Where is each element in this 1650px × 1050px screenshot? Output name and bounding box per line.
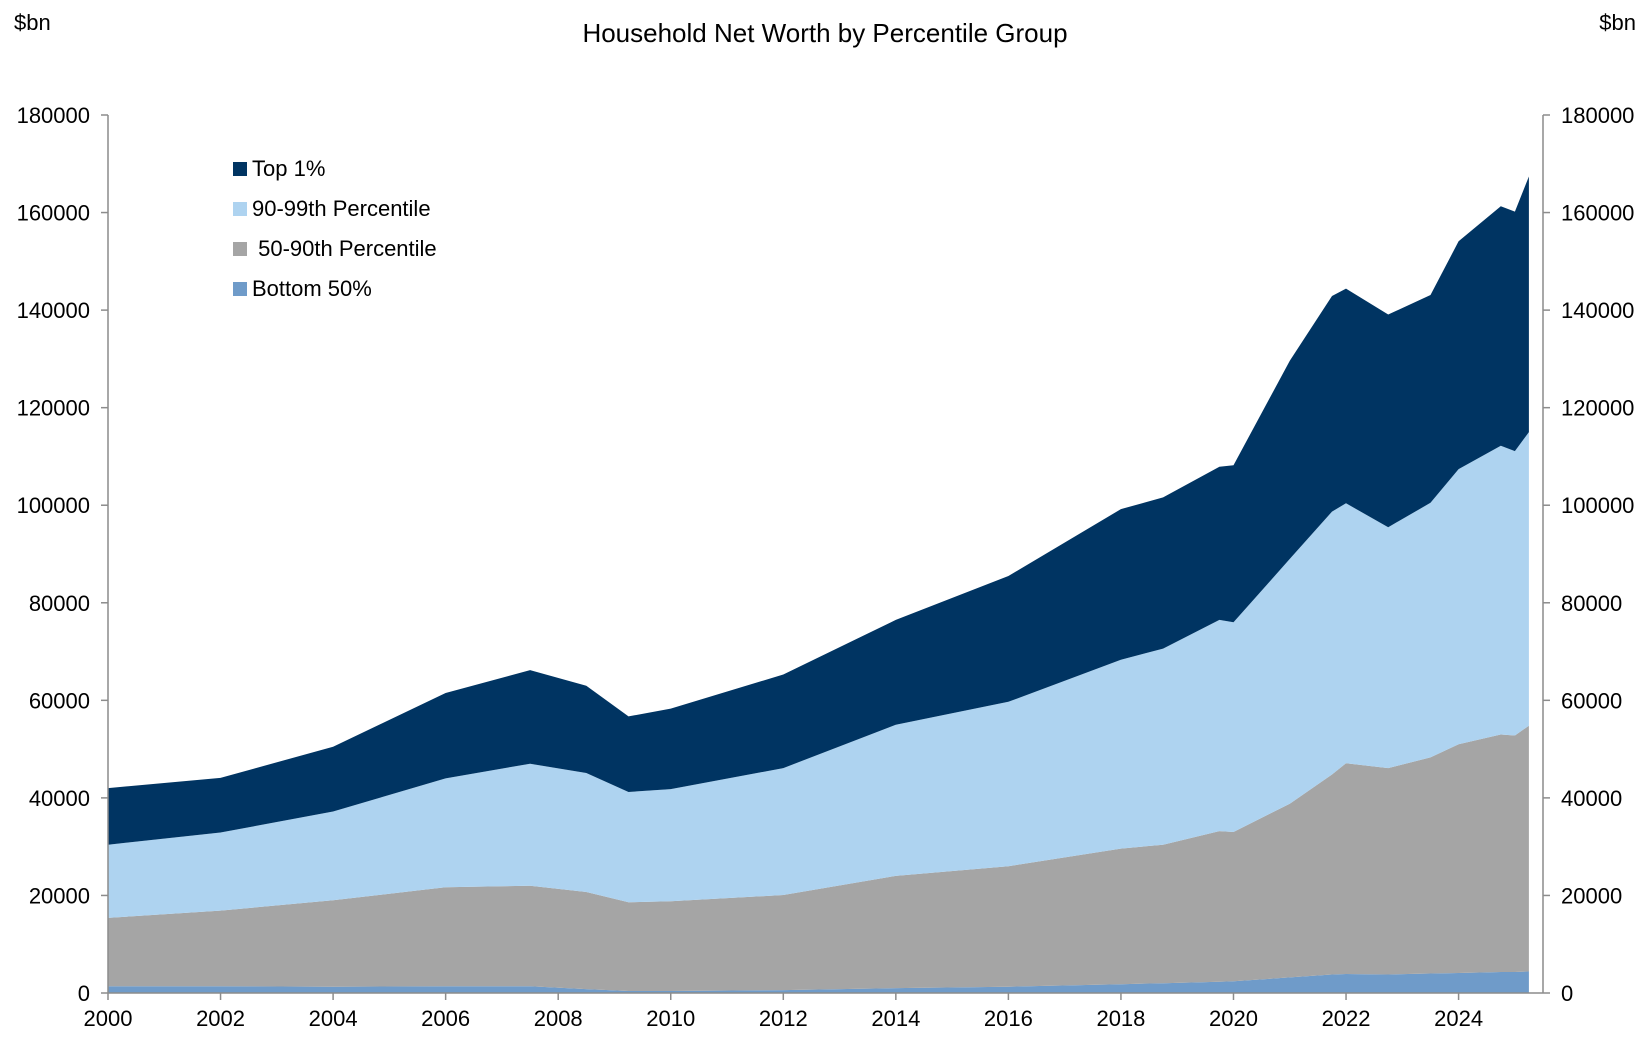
area-p50_90 <box>108 725 1529 991</box>
right-tick-label: 100000 <box>1561 493 1634 518</box>
legend-swatch-p50_90 <box>233 242 247 256</box>
right-tick-label: 20000 <box>1561 883 1622 908</box>
area-top1 <box>108 176 1529 845</box>
left-tick-label: 20000 <box>29 883 90 908</box>
area-bottom50 <box>108 971 1529 993</box>
right-tick-label: 140000 <box>1561 298 1634 323</box>
x-tick-label: 2000 <box>84 1006 133 1031</box>
x-tick-label: 2024 <box>1434 1006 1483 1031</box>
chart-title: Household Net Worth by Percentile Group <box>582 18 1067 48</box>
right-tick-label: 120000 <box>1561 396 1634 421</box>
legend-swatch-p90_99 <box>233 202 247 216</box>
x-tick-label: 2006 <box>421 1006 470 1031</box>
x-tick-label: 2008 <box>534 1006 583 1031</box>
x-tick-label: 2010 <box>646 1006 695 1031</box>
x-tick-label: 2004 <box>309 1006 358 1031</box>
right-tick-label: 80000 <box>1561 591 1622 616</box>
right-tick-label: 0 <box>1561 981 1573 1006</box>
axes-group: 0 0 20000 20000 40000 40000 60000 60000 80000 800… <box>17 103 1635 1031</box>
left-tick-label: 120000 <box>17 396 90 421</box>
left-axis-unit: $bn <box>14 10 51 35</box>
legend-swatch-top1 <box>233 162 247 176</box>
x-tick-label: 2012 <box>759 1006 808 1031</box>
legend-label-bottom50: Bottom 50% <box>252 276 372 301</box>
left-tick-label: 100000 <box>17 493 90 518</box>
x-tick-label: 2016 <box>984 1006 1033 1031</box>
x-tick-label: 2020 <box>1209 1006 1258 1031</box>
x-tick-label: 2018 <box>1096 1006 1145 1031</box>
left-tick-label: 180000 <box>17 103 90 128</box>
left-tick-label: 160000 <box>17 201 90 226</box>
legend: Top 1% 90-99th Percentile 50-90th Percent… <box>233 156 437 301</box>
legend-label-top1: Top 1% <box>252 156 325 181</box>
left-tick-label: 60000 <box>29 688 90 713</box>
x-tick-label: 2014 <box>871 1006 920 1031</box>
left-tick-label: 40000 <box>29 786 90 811</box>
right-tick-label: 180000 <box>1561 103 1634 128</box>
right-tick-label: 40000 <box>1561 786 1622 811</box>
legend-label-p50_90: 50-90th Percentile <box>252 236 437 261</box>
stacked-area-group <box>108 176 1529 993</box>
x-tick-label: 2022 <box>1322 1006 1371 1031</box>
right-axis-unit: $bn <box>1599 10 1636 35</box>
legend-label-p90_99: 90-99th Percentile <box>252 196 431 221</box>
left-tick-label: 80000 <box>29 591 90 616</box>
right-tick-label: 60000 <box>1561 688 1622 713</box>
right-tick-label: 160000 <box>1561 201 1634 226</box>
left-tick-label: 0 <box>78 981 90 1006</box>
area-p90_99 <box>108 432 1529 918</box>
x-tick-label: 2002 <box>196 1006 245 1031</box>
left-tick-label: 140000 <box>17 298 90 323</box>
legend-swatch-bottom50 <box>233 282 247 296</box>
